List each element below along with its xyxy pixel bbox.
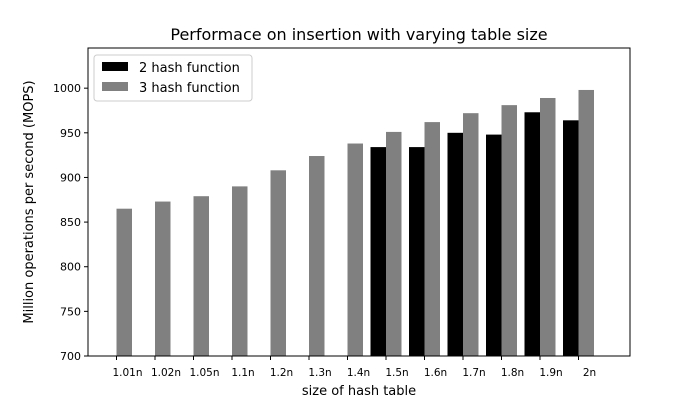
x-tick-label: 1.6n xyxy=(424,367,447,379)
bar-2-hash-1.8n xyxy=(486,134,502,356)
bar-3-hash-1.8n xyxy=(501,105,517,356)
x-tick-label: 1.5n xyxy=(385,367,408,379)
bar-3-hash-1.5n xyxy=(386,131,402,356)
x-tick-label: 1.9n xyxy=(539,367,562,379)
plot-frame xyxy=(87,47,631,357)
bars-layer xyxy=(116,89,594,357)
x-tick-label: 1.8n xyxy=(501,367,524,379)
y-axis-ticks: 700 750 800 850 900 950 1000 xyxy=(53,82,88,363)
x-tick-label: 1.4n xyxy=(347,367,370,379)
legend-swatch-2-hash-function xyxy=(102,62,128,71)
x-tick-label: 1.2n xyxy=(270,367,293,379)
x-tick-label: 1.1n xyxy=(231,367,254,379)
bar-3-hash-1.05n xyxy=(193,196,209,356)
bar-2-hash-2n xyxy=(563,120,579,356)
bar-3-hash-2n xyxy=(578,89,594,357)
legend-label-3-hash-function: 3 hash function xyxy=(139,81,240,96)
bar-3-hash-1.9n xyxy=(540,97,556,356)
y-tick-label: 950 xyxy=(60,127,81,140)
legend-swatch-3-hash-function xyxy=(102,82,128,91)
bar-3-hash-1.1n xyxy=(232,186,248,356)
y-tick-label: 850 xyxy=(60,216,81,229)
x-tick-label: 1.02n xyxy=(151,367,181,379)
bar-3-hash-1.4n xyxy=(347,143,363,356)
x-tick-label: 1.01n xyxy=(112,367,142,379)
bar-3-hash-1.7n xyxy=(463,113,479,356)
y-axis-label: Million operations per second (MOPS) xyxy=(22,80,37,323)
bar-3-hash-1.01n xyxy=(116,208,132,356)
y-tick-label: 800 xyxy=(60,261,81,274)
legend-label-2-hash-function: 2 hash function xyxy=(139,61,240,76)
bar-2-hash-1.5n xyxy=(370,147,386,356)
y-tick-label: 750 xyxy=(60,305,81,318)
x-tick-label: 1.3n xyxy=(308,367,331,379)
x-axis-label: size of hash table xyxy=(302,384,416,399)
chart-title: Performace on insertion with varying tab… xyxy=(170,25,547,44)
y-tick-label: 1000 xyxy=(53,82,81,95)
legend: 2 hash function 3 hash function xyxy=(93,54,253,102)
legend-box xyxy=(93,54,253,102)
x-tick-label: 2n xyxy=(583,367,596,379)
bar-2-hash-1.7n xyxy=(447,132,463,356)
bar-3-hash-1.6n xyxy=(424,122,440,357)
y-tick-label: 700 xyxy=(60,350,81,363)
x-tick-label: 1.05n xyxy=(189,367,219,379)
bar-3-hash-1.2n xyxy=(270,170,286,356)
x-axis-ticks: 1.01n 1.02n 1.05n 1.1n 1.2n 1.3n 1.4n 1.5n 1.6n 1… xyxy=(112,356,596,379)
bar-2-hash-1.9n xyxy=(524,112,540,356)
bar-3-hash-1.02n xyxy=(155,201,171,356)
y-tick-label: 900 xyxy=(60,171,81,184)
bar-3-hash-1.3n xyxy=(309,156,325,356)
x-tick-label: 1.7n xyxy=(462,367,485,379)
bar-2-hash-1.6n xyxy=(409,147,425,356)
